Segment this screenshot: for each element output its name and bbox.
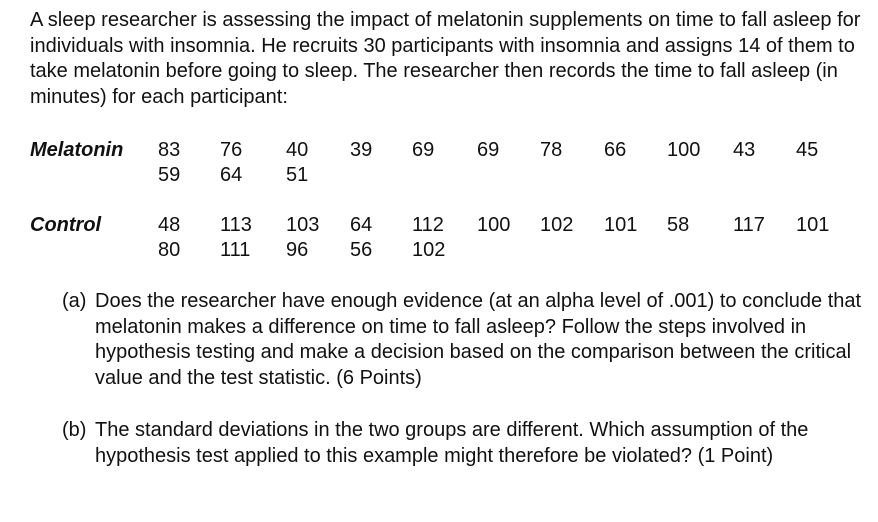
data-value: 43 [733,139,756,161]
data-value: 112 [412,214,444,236]
data-value: 83 [158,139,181,161]
data-value: 100 [667,139,701,161]
data-value: 102 [540,214,574,236]
data-value: 78 [540,139,563,161]
data-value: 59 [158,164,181,186]
data-value: 51 [286,164,309,186]
data-value: 56 [350,239,373,261]
data-value: 39 [350,139,373,161]
question-a: (a) Does the researcher have enough evid… [62,289,862,391]
group-label-melatonin: Melatonin [30,139,124,161]
question-b-label: (b) [62,419,87,441]
data-value: 102 [412,239,446,261]
data-value: 113 [220,214,252,236]
question-a-text: Does the researcher have enough evidence… [95,290,862,389]
data-value: 103 [286,214,320,236]
data-value: 111 [220,239,251,261]
data-value: 45 [796,139,819,161]
data-value: 101 [796,214,830,236]
data-value: 117 [733,214,765,236]
data-value: 96 [286,239,309,261]
group-label-control: Control [30,214,102,236]
data-value: 40 [286,139,309,161]
data-value: 69 [412,139,435,161]
question-b-text: The standard deviations in the two group… [95,419,809,467]
data-value: 58 [667,214,690,236]
data-value: 76 [220,139,243,161]
data-value: 80 [158,239,181,261]
problem-intro: A sleep researcher is assessing the impa… [30,9,861,108]
data-value: 101 [604,214,638,236]
data-value: 64 [350,214,373,236]
data-value: 66 [604,139,627,161]
data-value: 48 [158,214,181,236]
data-value: 64 [220,164,243,186]
data-value: 100 [477,214,511,236]
question-b: (b) The standard deviations in the two g… [62,418,862,469]
data-value: 69 [477,139,500,161]
question-a-label: (a) [62,290,87,312]
